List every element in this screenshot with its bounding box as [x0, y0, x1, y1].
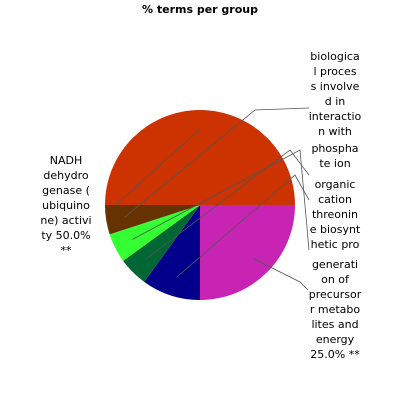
slice-label-4: biologica l proces s involve d in interactio… [309, 50, 362, 138]
leader-line-3 [132, 149, 310, 251]
slice-labels: generati on of precursor r metabo lites and e… [40, 50, 361, 361]
pie-slice-0 [200, 205, 295, 300]
leader-line-0 [253, 258, 309, 291]
slice-label-2: phospha te ion [311, 142, 358, 170]
pie-slice-2 [123, 205, 200, 282]
leader-line-4 [124, 107, 310, 218]
pie-slice-5 [105, 110, 295, 205]
slice-label-1: organic cation [315, 178, 356, 206]
leader-line-5 [115, 128, 201, 206]
leader-line-1 [176, 174, 310, 278]
slice-label-0: generati on of precursor r metabo lites and e… [309, 258, 362, 361]
pie-slice-3 [109, 205, 200, 261]
slice-label-3: threonin e biosynt hetic pro [310, 208, 361, 251]
slice-label-5: NADH dehydro genase (ubiquino ne) activi ty … [40, 154, 91, 257]
leader-line-2 [146, 149, 310, 260]
pie-slice-4 [105, 205, 200, 235]
pie-slices [105, 110, 295, 300]
chart-title: % terms per group [142, 3, 258, 16]
leader-lines [115, 107, 310, 291]
